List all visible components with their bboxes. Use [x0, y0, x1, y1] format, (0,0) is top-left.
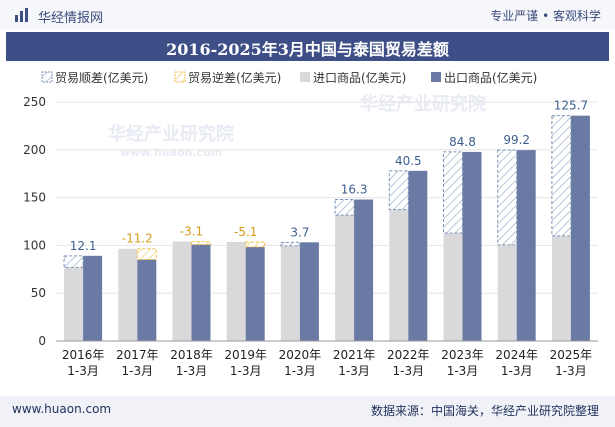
footer-website: www.huaon.com: [12, 402, 112, 416]
import-bar: [497, 244, 517, 341]
balance-data-label: 12.1: [70, 239, 97, 253]
import-bar: [118, 248, 138, 341]
footer: www.huaon.com 数据来源：中国海关，华经产业研究院整理: [0, 396, 615, 427]
import-bar: [551, 235, 571, 341]
balance-data-label: 3.7: [290, 225, 309, 239]
watermark-text-2: 华经产业研究院: [360, 94, 486, 115]
export-bar: [408, 170, 428, 341]
x-axis: 2016年 1-3月 2017年 1-3月 2018年 1-3月 2019年 1-3月 2020…: [56, 340, 598, 378]
y-tick-label: 150: [23, 191, 46, 205]
balance-data-label: -11.2: [122, 232, 153, 246]
export-bar: [245, 246, 265, 341]
x-tick-label: 2021年: [333, 348, 376, 362]
surplus-bar: [551, 115, 572, 237]
deficit-bar: [191, 241, 211, 246]
import-bar: [335, 215, 355, 341]
legend: 贸易顺差(亿美元) 贸易逆差(亿美元) 进口商品(亿美元) 出口商品(亿美元): [41, 70, 537, 85]
y-tick-label: 50: [31, 286, 46, 300]
x-tick-label: 1-3月: [555, 364, 587, 378]
balance-data-label: 16.3: [341, 183, 368, 197]
surplus-bar: [63, 255, 84, 268]
import-bar: [389, 209, 409, 341]
y-tick-label: 100: [23, 238, 46, 252]
x-tick-label: 1-3月: [392, 364, 424, 378]
x-tick-label: 1-3月: [284, 364, 316, 378]
export-bar: [191, 244, 211, 341]
x-tick-label: 2023年: [441, 348, 484, 362]
surplus-bar: [388, 170, 409, 211]
export-bar: [354, 199, 374, 341]
export-bar: [570, 115, 590, 341]
x-tick-label: 1-3月: [121, 364, 153, 378]
x-tick-label: 2017年: [116, 348, 159, 362]
watermark-url: www.huaon.com: [120, 146, 223, 159]
import-bar: [64, 267, 84, 341]
x-tick-label: 2022年: [387, 348, 430, 362]
slogan: 专业严谨 • 客观科学: [490, 9, 601, 23]
surplus-bar: [280, 241, 301, 247]
x-tick-label: 2020年: [279, 348, 322, 362]
x-tick-label: 2024年: [495, 348, 538, 362]
surplus-bar: [497, 149, 518, 246]
x-tick-label: 1-3月: [176, 364, 208, 378]
footer-source: 数据来源：中国海关，华经产业研究院整理: [370, 404, 599, 418]
x-tick-label: 2018年: [170, 348, 213, 362]
legend-swatch: [41, 71, 53, 83]
y-tick-label: 250: [23, 95, 46, 109]
legend-label: 贸易逆差(亿美元): [188, 70, 281, 85]
y-tick-label: 0: [38, 334, 46, 348]
x-tick-label: 1-3月: [338, 364, 370, 378]
surplus-bar: [334, 199, 355, 216]
y-axis: 0 50 100 150 200 250: [23, 95, 46, 348]
x-tick-label: 1-3月: [67, 364, 99, 378]
balance-data-label: 125.7: [554, 99, 588, 113]
balance-data-label: 40.5: [395, 154, 422, 168]
legend-swatch: [431, 72, 441, 82]
x-tick-label: 2016年: [62, 348, 105, 362]
legend-swatch: [174, 71, 186, 83]
export-bar: [462, 151, 482, 341]
export-bar: [137, 259, 157, 341]
import-bar: [226, 241, 246, 341]
x-tick-label: 1-3月: [230, 364, 262, 378]
deficit-bar: [245, 241, 266, 248]
surplus-bar: [443, 151, 463, 234]
chart-title: 2016-2025年3月中国与泰国贸易差额: [166, 40, 449, 59]
legend-label: 出口商品(亿美元): [444, 70, 537, 85]
import-bar: [443, 232, 463, 341]
balance-data-label: -5.1: [234, 225, 257, 239]
legend-swatch: [300, 72, 310, 82]
bars: 12.1 -11.2 -3.1 -5.1 3.7 16.3 40.5 84.8 99.2 125.…: [63, 99, 590, 341]
watermark-text: 华经产业研究院: [108, 124, 234, 145]
balance-data-label: 99.2: [503, 133, 530, 147]
deficit-bar: [136, 248, 157, 260]
top-bar: 华经情报网 专业严谨 • 客观科学: [0, 0, 615, 30]
x-tick-label: 2025年: [550, 348, 593, 362]
brand-name: 华经情报网: [38, 11, 104, 26]
title-bar: 2016-2025年3月中国与泰国贸易差额: [6, 32, 609, 61]
export-bar: [299, 242, 319, 341]
import-bar: [172, 241, 192, 341]
x-tick-label: 2019年: [224, 348, 267, 362]
logo-icon: [15, 8, 28, 22]
x-tick-label: 1-3月: [447, 364, 479, 378]
balance-data-label: -3.1: [180, 225, 203, 239]
export-bar: [516, 150, 536, 341]
export-bar: [83, 255, 103, 341]
balance-data-label: 84.8: [449, 135, 476, 149]
legend-label: 贸易顺差(亿美元): [55, 70, 148, 85]
x-tick-label: 1-3月: [501, 364, 533, 378]
import-bar: [280, 245, 300, 341]
legend-label: 进口商品(亿美元): [313, 70, 406, 85]
y-tick-label: 200: [23, 143, 46, 157]
